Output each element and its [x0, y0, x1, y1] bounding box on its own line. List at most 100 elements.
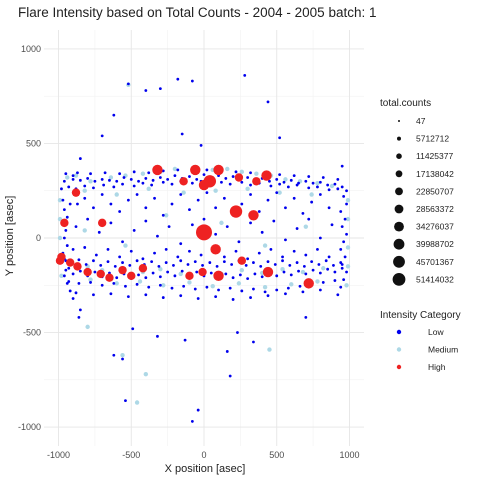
- data-point-low: [215, 264, 219, 268]
- data-point-high: [213, 270, 224, 282]
- color-legend-title: Intensity Category: [380, 310, 461, 321]
- data-point-low: [161, 213, 165, 217]
- data-point-low: [150, 260, 154, 264]
- data-point-low: [78, 269, 82, 273]
- data-point-medium: [303, 224, 309, 229]
- data-point-low: [64, 229, 68, 232]
- data-point-low: [179, 193, 183, 196]
- data-point-low: [340, 225, 344, 229]
- data-point-low: [83, 184, 87, 188]
- data-point-low: [76, 171, 79, 175]
- data-point-low: [150, 183, 154, 187]
- data-point-high: [261, 170, 272, 181]
- size-legend-label: 51414032: [416, 274, 454, 284]
- data-point-low: [112, 113, 116, 117]
- size-legend: total.counts 47 5712712 11425377 17138042 22…: [380, 98, 454, 286]
- data-point-low: [330, 223, 334, 227]
- data-point-low: [100, 193, 104, 196]
- data-point-low: [170, 202, 174, 206]
- data-point-medium: [239, 169, 245, 175]
- data-point-low: [278, 173, 282, 177]
- data-point-low: [345, 232, 348, 236]
- data-point-low: [240, 202, 244, 206]
- data-point-low: [188, 249, 191, 253]
- data-point-low: [340, 185, 344, 189]
- data-point-low: [249, 193, 252, 196]
- data-point-medium: [236, 281, 242, 286]
- data-point-low: [83, 196, 87, 200]
- data-point-low: [234, 249, 238, 253]
- x-tick-label: 1000: [339, 450, 359, 460]
- data-point-low: [186, 263, 190, 266]
- data-point-low: [62, 236, 66, 240]
- data-point-medium: [321, 266, 326, 271]
- data-point-low: [269, 247, 273, 251]
- data-point-low: [340, 164, 344, 168]
- data-point-low: [321, 281, 325, 284]
- data-point-low: [109, 202, 113, 206]
- data-point-low: [121, 182, 124, 186]
- x-tick-label: 0: [201, 450, 206, 460]
- data-point-low: [193, 287, 197, 291]
- x-axis-ticks: -1000 -500 0 500 1000: [47, 450, 359, 460]
- data-point-low: [268, 179, 271, 183]
- data-point-medium: [108, 175, 114, 180]
- data-point-low: [68, 289, 72, 293]
- data-point-low: [222, 196, 226, 200]
- data-point-low: [317, 263, 321, 266]
- data-point-low: [345, 202, 348, 206]
- data-point-low: [205, 191, 209, 195]
- data-point-medium: [300, 269, 306, 275]
- data-point-low: [333, 182, 337, 186]
- data-point-high: [262, 266, 274, 278]
- data-point-low: [128, 264, 132, 267]
- data-point-high: [105, 273, 114, 282]
- data-point-low: [252, 340, 255, 344]
- data-point-medium: [59, 273, 64, 279]
- data-point-low: [126, 82, 130, 86]
- data-point-low: [126, 198, 130, 202]
- data-point-low: [278, 136, 282, 140]
- data-point-low: [137, 179, 140, 183]
- data-point-low: [281, 259, 284, 263]
- color-legend-label: Medium: [428, 345, 458, 355]
- data-point-low: [109, 221, 113, 225]
- data-point-medium: [57, 216, 63, 222]
- data-point-low: [339, 285, 343, 289]
- data-point-high: [190, 164, 201, 176]
- data-point-low: [236, 331, 239, 334]
- data-point-low: [282, 180, 286, 184]
- data-point-low: [260, 230, 264, 234]
- data-point-low: [230, 263, 234, 266]
- data-point-medium: [245, 186, 250, 192]
- data-point-low: [158, 283, 162, 287]
- data-point-low: [199, 143, 203, 147]
- data-point-medium: [210, 284, 215, 289]
- data-point-medium: [137, 279, 143, 284]
- data-point-low: [131, 327, 135, 331]
- data-point-low: [307, 175, 311, 178]
- data-point-low: [196, 297, 200, 300]
- data-point-high: [248, 210, 259, 221]
- data-point-low: [199, 253, 203, 257]
- data-point-low: [190, 181, 194, 185]
- data-point-low: [301, 290, 305, 294]
- data-point-low: [65, 215, 69, 219]
- data-point-medium: [315, 180, 320, 186]
- data-point-low: [304, 253, 308, 257]
- data-point-low: [141, 181, 145, 185]
- size-legend-title: total.counts: [380, 98, 431, 109]
- data-point-low: [318, 288, 322, 292]
- data-point-low: [201, 264, 204, 267]
- data-point-low: [170, 286, 174, 290]
- data-point-low: [266, 294, 270, 298]
- data-point-low: [263, 290, 267, 294]
- data-point-low: [74, 291, 78, 295]
- data-point-low: [158, 176, 162, 179]
- data-point-low: [67, 280, 71, 283]
- grid-major: [44, 30, 364, 446]
- data-point-low: [252, 261, 255, 264]
- data-point-low: [311, 268, 315, 272]
- data-point-medium: [345, 264, 351, 269]
- data-point-low: [124, 284, 127, 288]
